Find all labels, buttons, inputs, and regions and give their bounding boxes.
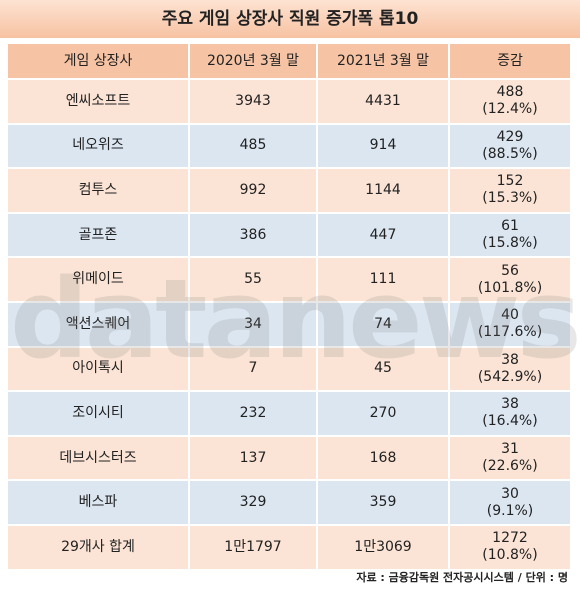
table-row: 아이톡시 7 45 38 (542.9%) — [8, 347, 572, 393]
table-cell: 152 (15.3%) — [450, 169, 572, 214]
table-cell: 992 — [190, 169, 318, 214]
table-cell: 7 — [190, 347, 318, 393]
table-row: 위메이드 55 111 56 (101.8%) — [8, 258, 572, 303]
cell-line: 31 — [501, 441, 519, 458]
cell-line: 152 — [496, 173, 524, 190]
table-cell: 4431 — [318, 80, 450, 125]
table-cell: 데브시스터즈 — [8, 436, 190, 482]
header-cell: 2020년 3월 말 — [190, 44, 318, 80]
table-cell: 조이시티 — [8, 392, 190, 437]
table-cell: 액션스퀘어 — [8, 302, 190, 348]
table-cell: 34 — [190, 302, 318, 348]
table-cell: 111 — [318, 258, 450, 303]
table-cell: 38 (16.4%) — [450, 392, 572, 437]
table-cell: 3943 — [190, 80, 318, 125]
table-cell: 1만1797 — [190, 525, 318, 571]
table-row: 네오위즈 485 914 429 (88.5%) — [8, 124, 572, 170]
table-cell: 232 — [190, 392, 318, 437]
cell-line: (10.8%) — [482, 547, 538, 564]
table-cell: 137 — [190, 436, 318, 482]
cell-line: (9.1%) — [486, 502, 534, 519]
table-cell: 914 — [318, 124, 450, 170]
table-cell: 네오위즈 — [8, 124, 190, 170]
table-row: 29개사 합계 1만1797 1만3069 1272 (10.8%) — [8, 525, 572, 571]
table-cell: 31 (22.6%) — [450, 436, 572, 482]
table-cell: 329 — [190, 481, 318, 526]
table-row: 베스파 329 359 30 (9.1%) — [8, 481, 572, 526]
table-row: 컴투스 992 1144 152 (15.3%) — [8, 169, 572, 214]
cell-line: 38 — [501, 396, 519, 413]
table-cell: 74 — [318, 302, 450, 348]
table-cell: 1144 — [318, 169, 450, 214]
cell-line: (12.4%) — [482, 101, 538, 118]
table-cell: 엔씨소프트 — [8, 80, 190, 125]
cell-line: (16.4%) — [482, 413, 538, 430]
cell-line: (22.6%) — [482, 458, 538, 475]
table-cell: 447 — [318, 213, 450, 259]
source: 자료 : 금융감독원 전자공시시스템 / 단위 : 명 — [356, 571, 568, 584]
cell-line: (15.3%) — [482, 190, 538, 207]
table-cell: 45 — [318, 347, 450, 393]
cell-line: 56 — [501, 262, 519, 279]
table-cell: 429 (88.5%) — [450, 124, 572, 170]
table-cell: 1272 (10.8%) — [450, 525, 572, 571]
table-row: 데브시스터즈 137 168 31 (22.6%) — [8, 436, 572, 482]
table-cell: 55 — [190, 258, 318, 303]
table-cell: 아이톡시 — [8, 347, 190, 393]
header-cell: 게임 상장사 — [8, 44, 190, 80]
header-cell: 증감 — [450, 44, 572, 80]
cell-line: 38 — [501, 351, 519, 368]
table-cell: 골프존 — [8, 213, 190, 259]
cell-line: 30 — [501, 485, 519, 502]
cell-line: (542.9%) — [477, 368, 543, 385]
cell-line: 488 — [496, 84, 524, 101]
header-row: 게임 상장사 2020년 3월 말 2021년 3월 말 증감 — [8, 44, 572, 80]
table-cell: 359 — [318, 481, 450, 526]
cell-line: (101.8%) — [477, 279, 543, 296]
cell-line: (117.6%) — [477, 324, 543, 341]
table-cell: 30 (9.1%) — [450, 481, 572, 526]
table-cell: 488 (12.4%) — [450, 80, 572, 125]
header-cell: 2021년 3월 말 — [318, 44, 450, 80]
cell-line: (15.8%) — [482, 235, 538, 252]
table-row: 골프존 386 447 61 (15.8%) — [8, 213, 572, 259]
table-cell: 베스파 — [8, 481, 190, 526]
table-cell: 컴투스 — [8, 169, 190, 214]
table-cell: 29개사 합계 — [8, 525, 190, 571]
title: 주요 게임 상장사 직원 증가폭 톱10 — [0, 0, 580, 38]
cell-line: 429 — [496, 128, 524, 145]
cell-line: 61 — [501, 218, 519, 235]
table-cell: 위메이드 — [8, 258, 190, 303]
cell-line: (88.5%) — [482, 145, 538, 162]
table-row: 엔씨소프트 3943 4431 488 (12.4%) — [8, 80, 572, 125]
table-cell: 56 (101.8%) — [450, 258, 572, 303]
table: 게임 상장사 2020년 3월 말 2021년 3월 말 증감 엔씨소프트 3943 443… — [8, 44, 572, 571]
table-row: 조이시티 232 270 38 (16.4%) — [8, 392, 572, 437]
table-cell: 386 — [190, 213, 318, 259]
table-cell: 485 — [190, 124, 318, 170]
table-cell: 61 (15.8%) — [450, 213, 572, 259]
table-cell: 270 — [318, 392, 450, 437]
cell-line: 40 — [501, 307, 519, 324]
table-cell: 1만3069 — [318, 525, 450, 571]
table-cell: 38 (542.9%) — [450, 347, 572, 393]
cell-line: 1272 — [492, 530, 528, 547]
table-cell: 40 (117.6%) — [450, 302, 572, 348]
table-row: 액션스퀘어 34 74 40 (117.6%) — [8, 302, 572, 348]
table-cell: 168 — [318, 436, 450, 482]
